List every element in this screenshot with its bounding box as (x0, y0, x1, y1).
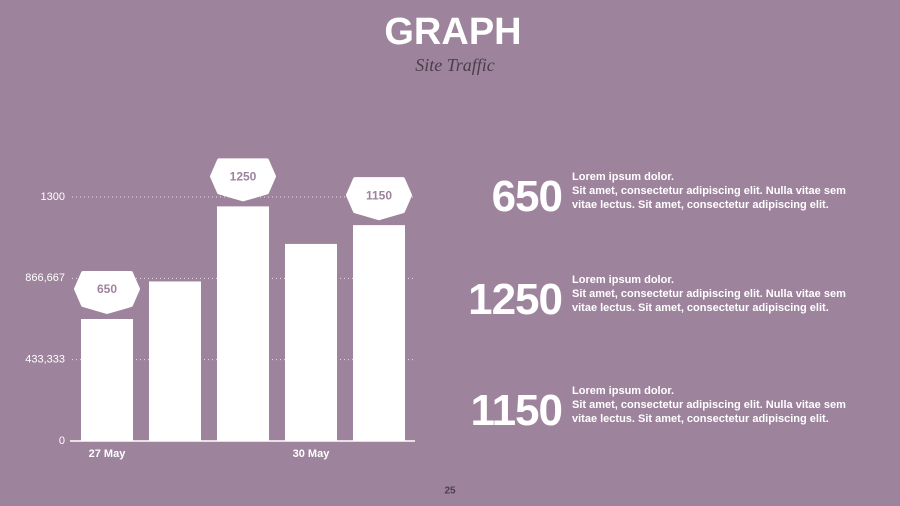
stat: 1250 Lorem ipsum dolor. Sit amet, consecte… (440, 273, 880, 333)
value-label: 1250 (230, 170, 257, 184)
value-label: 650 (97, 282, 117, 296)
x-tick-label: 27 May (89, 448, 127, 460)
stat-body: Sit amet, consectetur adipiscing elit. N… (572, 185, 846, 211)
stat-heading: Lorem ipsum dolor. (572, 385, 675, 397)
bar (81, 319, 133, 441)
stat-body: Sit amet, consectetur adipiscing elit. N… (572, 399, 846, 425)
x-tick-label: 30 May (293, 448, 331, 460)
y-tick-label: 433,333 (25, 354, 65, 366)
bar (285, 243, 337, 441)
value-badge (74, 271, 140, 314)
stat-heading: Lorem ipsum dolor. (572, 274, 675, 286)
y-tick-label: 0 (59, 435, 65, 447)
stat-text: Lorem ipsum dolor. Sit amet, consectetur … (572, 384, 872, 426)
bar (353, 225, 405, 441)
y-tick-label: 1300 (41, 191, 65, 203)
y-tick-label: 866,667 (25, 272, 65, 284)
bar (149, 281, 201, 441)
value-label: 1150 (366, 188, 392, 202)
stat-value: 1150 (470, 386, 563, 435)
stat: 1150 Lorem ipsum dolor. Sit amet, consecte… (440, 384, 880, 444)
stat-value: 1250 (468, 275, 563, 324)
stat-text: Lorem ipsum dolor. Sit amet, consectetur … (572, 273, 872, 315)
stat-value: 650 (491, 172, 563, 221)
stat-text: Lorem ipsum dolor. Sit amet, consectetur … (572, 170, 872, 212)
chart-subtitle: Site Traffic (415, 55, 495, 75)
stat-body: Sit amet, consectetur adipiscing elit. N… (572, 288, 846, 314)
value-badge (346, 177, 412, 221)
chart-title: GRAPH (384, 11, 521, 53)
value-badge (210, 158, 276, 202)
bar (217, 206, 269, 441)
stat-heading: Lorem ipsum dolor. (572, 171, 675, 183)
stat: 650 Lorem ipsum dolor. Sit amet, consectet… (440, 170, 880, 230)
page-number: 25 (444, 486, 456, 497)
